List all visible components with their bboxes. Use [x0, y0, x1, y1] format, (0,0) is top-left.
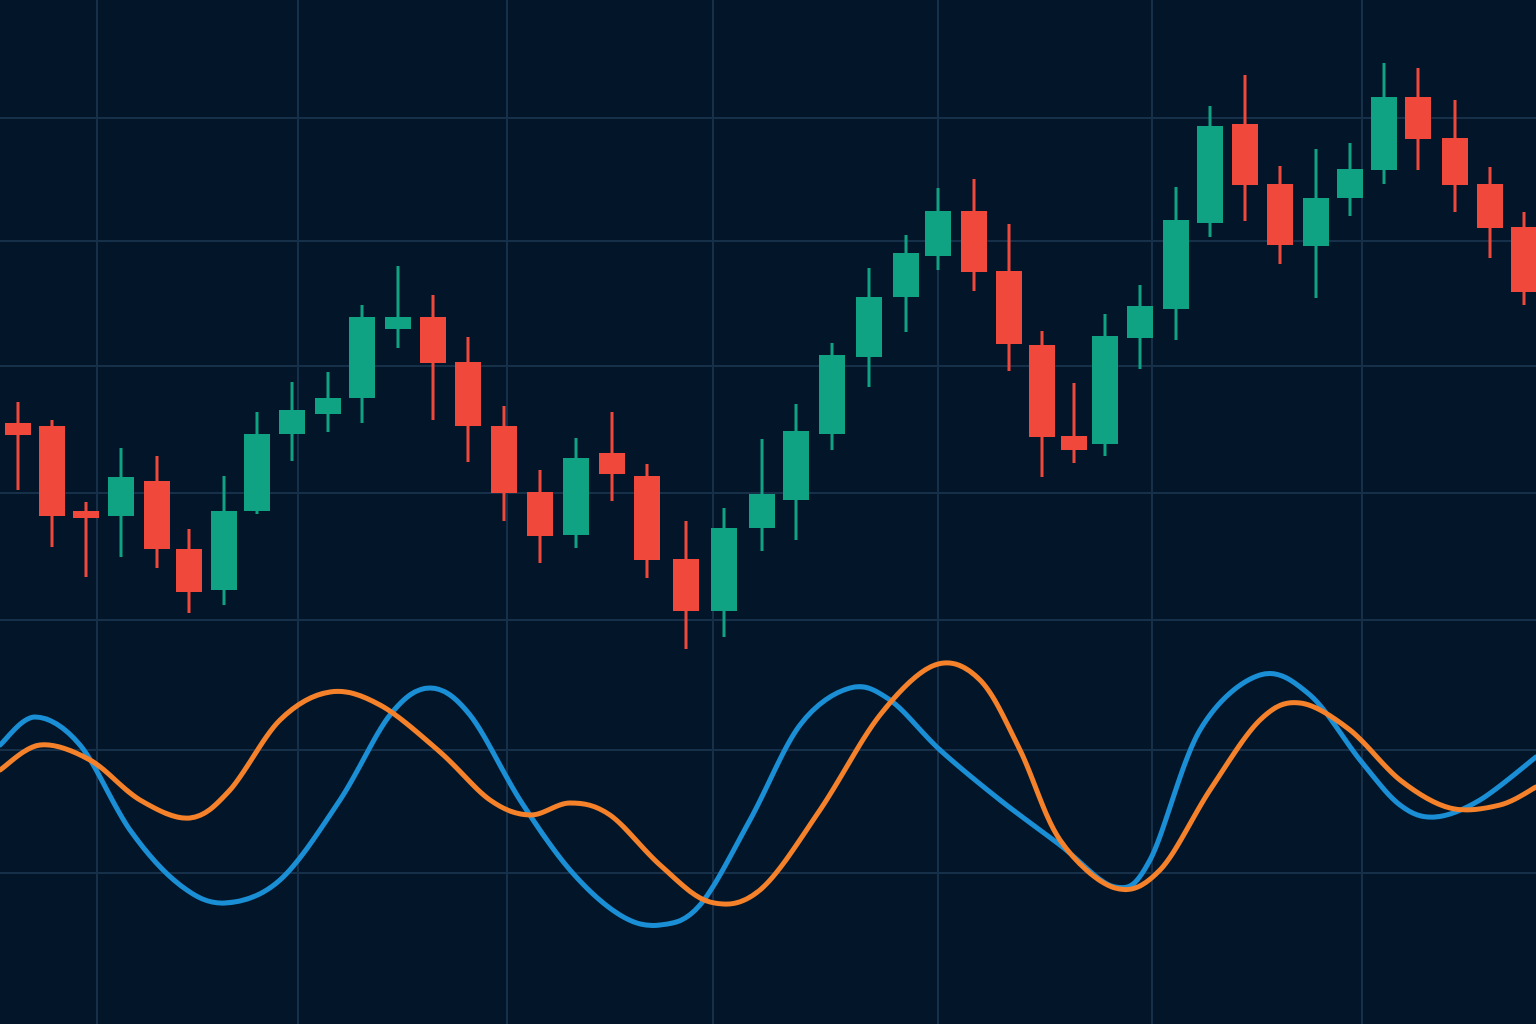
- candle-body: [1127, 306, 1153, 338]
- candle-body: [783, 431, 809, 500]
- candle-body: [673, 559, 699, 611]
- candle-body: [1511, 227, 1536, 292]
- candle-body: [211, 511, 237, 590]
- candle-body: [1337, 169, 1363, 198]
- oscillator-line: [0, 671, 1536, 928]
- candle-body: [819, 355, 845, 434]
- candle-body: [856, 297, 882, 357]
- candle-body: [711, 528, 737, 611]
- candle-body: [244, 434, 270, 511]
- candle-body: [961, 211, 987, 272]
- candle-body: [634, 476, 660, 560]
- candle-body: [73, 511, 99, 518]
- candle-body: [420, 317, 446, 363]
- candle-body: [279, 410, 305, 434]
- candle-body: [893, 253, 919, 297]
- candle-body: [315, 398, 341, 414]
- candle-body: [108, 477, 134, 516]
- candle-body: [1303, 198, 1329, 246]
- candle-body: [1267, 184, 1293, 245]
- candle-body: [996, 271, 1022, 344]
- candle-body: [1163, 220, 1189, 309]
- candle-body: [5, 423, 31, 435]
- candle-body: [1442, 138, 1468, 185]
- candle-body: [39, 426, 65, 516]
- candle-body: [1405, 97, 1431, 139]
- candle-body: [144, 481, 170, 549]
- candle-body: [749, 494, 775, 528]
- candle-body: [563, 458, 589, 535]
- candle-body: [1197, 126, 1223, 223]
- candle-body: [176, 549, 202, 592]
- candle-body: [599, 453, 625, 474]
- candle-body: [925, 211, 951, 256]
- candle-body: [1477, 184, 1503, 228]
- candle-body: [349, 317, 375, 398]
- candle-body: [1029, 345, 1055, 437]
- candle-body: [455, 362, 481, 426]
- candle-body: [491, 426, 517, 493]
- candle-body: [1232, 124, 1258, 185]
- candle-body: [527, 492, 553, 536]
- oscillator-line: [0, 660, 1536, 907]
- candle-body: [1061, 436, 1087, 450]
- candle-body: [385, 317, 411, 329]
- candle-body: [1371, 97, 1397, 170]
- candle-body: [1092, 336, 1118, 444]
